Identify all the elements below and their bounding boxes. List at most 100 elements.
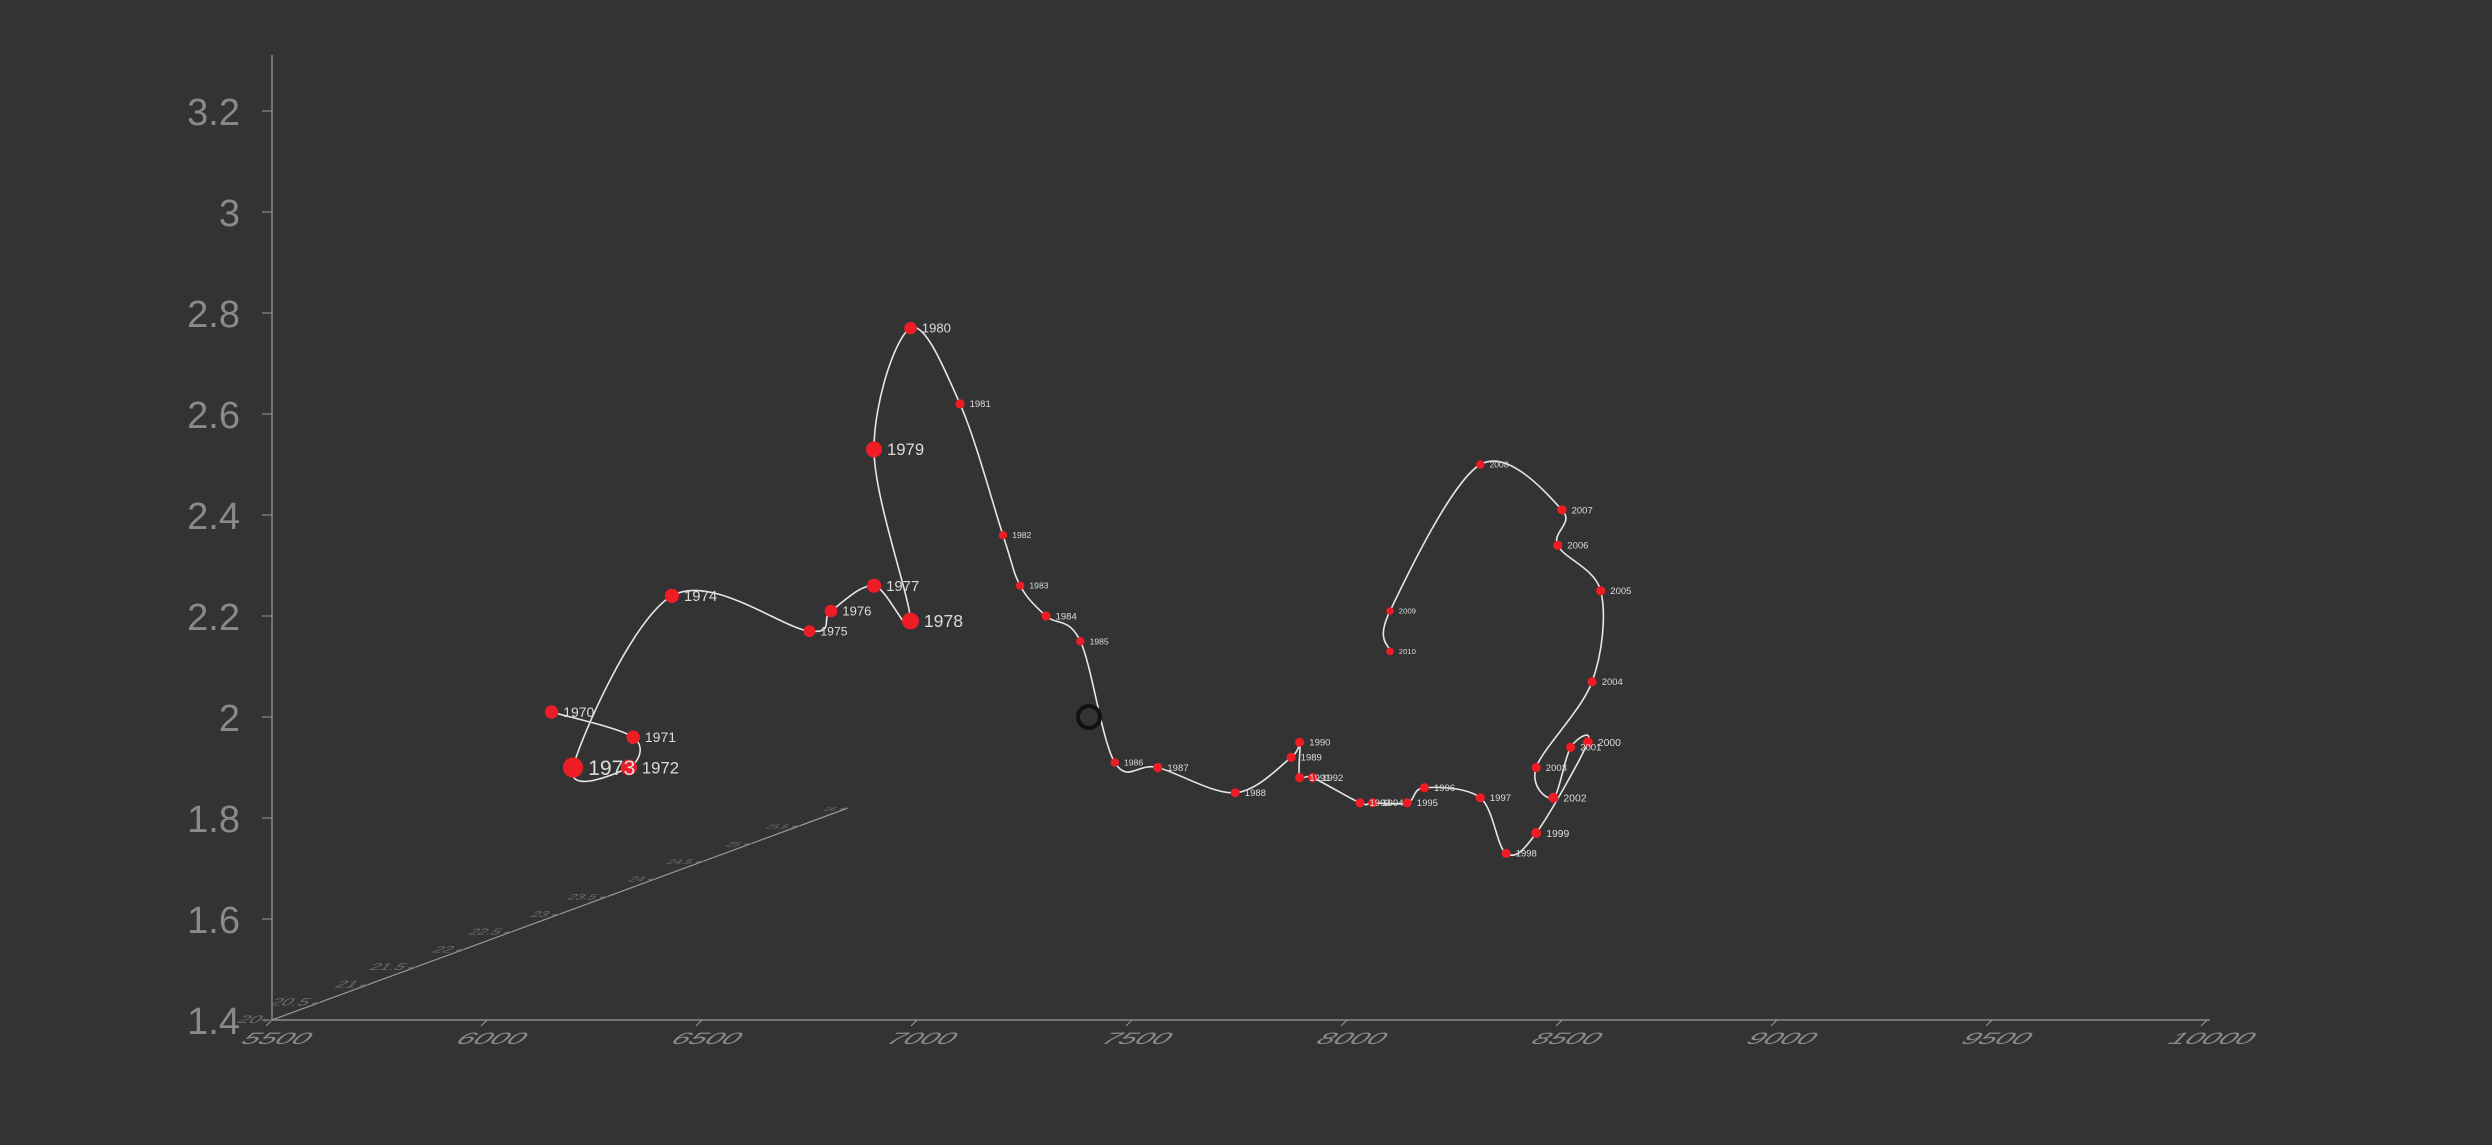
z-tick-label: 23 — [527, 910, 553, 919]
point-label-1995: 1995 — [1417, 798, 1438, 809]
point-label-1973: 1973 — [588, 757, 635, 780]
point-marker-1983[interactable] — [1016, 581, 1025, 590]
point-marker-1987[interactable] — [1153, 762, 1163, 773]
point-marker-2006[interactable] — [1553, 540, 1563, 550]
point-marker-1994[interactable] — [1368, 798, 1378, 808]
point-marker-1984[interactable] — [1041, 611, 1051, 621]
point-label-2006: 2006 — [1567, 541, 1588, 552]
point-label-1971: 1971 — [645, 729, 676, 745]
point-label-1972: 1972 — [642, 758, 679, 777]
point-marker-1980[interactable] — [904, 321, 917, 335]
point-label-1987: 1987 — [1167, 763, 1188, 774]
z-tick-label: 26 — [822, 806, 839, 812]
point-marker-2010[interactable] — [1386, 647, 1394, 656]
point-marker-2007[interactable] — [1557, 505, 1567, 515]
x-tick-mark — [1340, 1019, 1348, 1027]
point-label-2001: 2001 — [1580, 743, 1601, 754]
point-label-2005: 2005 — [1610, 586, 1631, 597]
z-tick-label: 21 — [331, 979, 362, 990]
z-tick-mark — [311, 1001, 321, 1004]
y-tick-label: 3.2 — [187, 92, 240, 134]
markers-layer — [544, 321, 1606, 859]
point-marker-1990[interactable] — [1295, 737, 1305, 747]
point-labels-layer: 1970 1971 1972 1973 1974 1975 1976 1977 1978 1979… — [563, 321, 1631, 860]
point-marker-1978[interactable] — [902, 612, 919, 630]
y-tick-label: 3 — [219, 193, 240, 235]
point-marker-1993[interactable] — [1355, 798, 1365, 808]
point-label-1975: 1975 — [820, 624, 847, 638]
z-tick-label: 25 — [723, 841, 743, 848]
point-marker-1992[interactable] — [1308, 773, 1318, 783]
point-marker-1972[interactable] — [620, 759, 637, 776]
z-tick-label: 23.5 — [565, 892, 602, 901]
point-label-1980: 1980 — [922, 321, 951, 336]
point-label-2003: 2003 — [1546, 763, 1567, 774]
axes-layer: 1.4 1.6 1.8 2 2.2 2.4 2.6 2.8 3 3.2 5500 6000 6500 70… — [187, 55, 2263, 1048]
point-label-1985: 1985 — [1090, 636, 1109, 646]
x-tick-mark — [1770, 1019, 1778, 1027]
point-marker-1985[interactable] — [1076, 637, 1085, 646]
x-tick-label: 8000 — [1310, 1029, 1395, 1047]
x-tick-mark — [2200, 1019, 2208, 1027]
y-tick-label: 1.4 — [187, 1001, 240, 1043]
point-marker-1999[interactable] — [1531, 828, 1542, 839]
point-label-1978: 1978 — [924, 611, 963, 631]
point-marker-1974[interactable] — [664, 588, 680, 603]
point-label-1976: 1976 — [842, 604, 871, 619]
point-marker-2009[interactable] — [1386, 607, 1394, 615]
point-label-1970: 1970 — [563, 704, 594, 720]
point-marker-2002[interactable] — [1548, 792, 1559, 803]
point-marker-2005[interactable] — [1596, 586, 1606, 596]
x-tick-label: 7500 — [1095, 1029, 1180, 1047]
point-marker-1973[interactable] — [562, 757, 584, 778]
point-marker-1989[interactable] — [1286, 752, 1296, 763]
point-marker-2008[interactable] — [1476, 460, 1485, 469]
point-marker-1970[interactable] — [544, 705, 559, 719]
point-marker-1991[interactable] — [1295, 773, 1305, 783]
point-label-1993: 1993 — [1370, 798, 1391, 809]
point-label-2008: 2008 — [1490, 460, 1509, 470]
point-label-2004: 2004 — [1602, 677, 1623, 688]
point-marker-1975[interactable] — [803, 625, 816, 638]
y-tick-label: 2.2 — [187, 597, 240, 639]
x-tick-mark — [265, 1019, 273, 1027]
z-tick-label: 24.5 — [664, 858, 696, 865]
point-marker-1981[interactable] — [955, 399, 965, 409]
point-label-2000: 2000 — [1598, 738, 1621, 749]
y-tick-label: 2.4 — [187, 496, 240, 538]
point-marker-1971[interactable] — [626, 730, 640, 744]
z-tick-label: 21.5 — [366, 962, 411, 972]
z-tick-mark — [407, 966, 417, 969]
point-label-1994: 1994 — [1382, 798, 1403, 809]
z-tick-label: 20.5 — [266, 996, 316, 1008]
point-marker-1986[interactable] — [1110, 758, 1120, 767]
point-marker-1979[interactable] — [866, 441, 882, 458]
point-marker-1995[interactable] — [1402, 798, 1412, 808]
point-marker-1977[interactable] — [866, 578, 882, 593]
z-tick-mark — [503, 931, 513, 934]
point-marker-1976[interactable] — [824, 604, 838, 618]
point-marker-1982[interactable] — [998, 531, 1008, 540]
z-tick-mark — [263, 1019, 273, 1022]
point-marker-2003[interactable] — [1531, 762, 1541, 773]
x-tick-label: 6500 — [665, 1029, 750, 1047]
point-marker-2004[interactable] — [1587, 677, 1597, 687]
x-tick-label: 6000 — [450, 1029, 535, 1047]
z-tick-mark — [695, 860, 705, 863]
point-marker-2000[interactable] — [1582, 737, 1593, 748]
point-marker-2001[interactable] — [1566, 742, 1576, 752]
point-label-1990: 1990 — [1309, 738, 1330, 749]
z-tick-mark — [551, 913, 561, 916]
point-marker-1988[interactable] — [1230, 788, 1240, 798]
point-marker-1997[interactable] — [1475, 793, 1485, 803]
point-label-1984: 1984 — [1056, 611, 1077, 622]
z-tick-label: 22 — [429, 944, 458, 954]
z-tick-label: 24 — [625, 875, 649, 884]
y-tick-label: 1.8 — [187, 799, 240, 841]
point-label-1983: 1983 — [1029, 581, 1048, 591]
point-marker-1996[interactable] — [1419, 783, 1429, 793]
point-label-1999: 1999 — [1546, 829, 1569, 840]
point-marker-1998[interactable] — [1501, 848, 1511, 859]
